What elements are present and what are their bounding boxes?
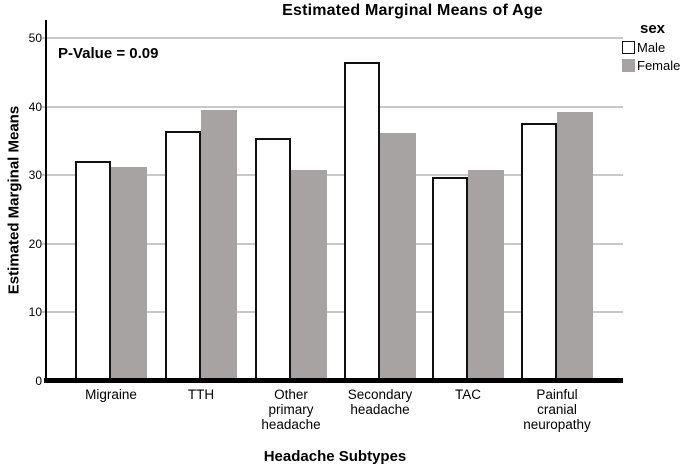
legend-label-female: Female: [637, 58, 681, 73]
bar-male-5: [521, 123, 557, 381]
legend-label-male: Male: [637, 40, 666, 55]
bar-male-2: [255, 138, 291, 381]
legend: sex Male Female: [622, 20, 680, 73]
y-tick-label-50: 50: [28, 31, 42, 45]
y-axis-line: [45, 20, 47, 383]
p-value-annotation: P-Value = 0.09: [58, 45, 159, 62]
x-tick-label-1: TTH: [187, 387, 215, 402]
legend-item-female: Female: [622, 58, 680, 73]
y-tick-label-0: 0: [35, 374, 42, 388]
gridline-50: [42, 37, 623, 39]
bar-female-4: [468, 169, 504, 381]
bar-female-2: [291, 170, 327, 381]
y-tick-label-10: 10: [28, 305, 42, 320]
bar-male-3: [344, 62, 380, 381]
chart-title: Estimated Marginal Means of Age: [282, 2, 543, 19]
bar-female-1: [201, 110, 237, 381]
x-tick-label-0: Migraine: [85, 387, 137, 402]
plot-area: [42, 20, 623, 383]
legend-item-male: Male: [622, 40, 680, 55]
y-tick-label-30: 30: [28, 168, 42, 183]
legend-title: sex: [640, 20, 666, 37]
bar-female-0: [111, 166, 147, 381]
y-tick-label-40: 40: [28, 99, 42, 114]
y-axis-title: Estimated Marginal Means: [5, 105, 23, 295]
x-tick-label-3: Secondary headache: [347, 387, 413, 417]
x-tick-label-5: Painful cranial neuropathy: [523, 387, 591, 432]
bar-male-0: [75, 161, 111, 381]
bar-female-3: [380, 133, 416, 381]
male-swatch-icon: [622, 41, 635, 54]
x-tick-label-4: TAC: [455, 387, 481, 402]
female-swatch-icon: [622, 59, 635, 72]
gridline-30: [42, 174, 623, 177]
gridline-20: [42, 242, 623, 245]
y-tick-label-20: 20: [28, 236, 42, 251]
gridline-10: [42, 311, 623, 314]
bar-male-1: [165, 131, 201, 381]
x-axis-line: [44, 378, 623, 383]
bar-male-4: [432, 176, 468, 381]
x-tick-label-2: Other primary headache: [261, 387, 321, 432]
gridline-40: [42, 105, 623, 108]
x-axis-title: Headache Subtypes: [263, 448, 407, 465]
bar-female-5: [557, 112, 593, 381]
